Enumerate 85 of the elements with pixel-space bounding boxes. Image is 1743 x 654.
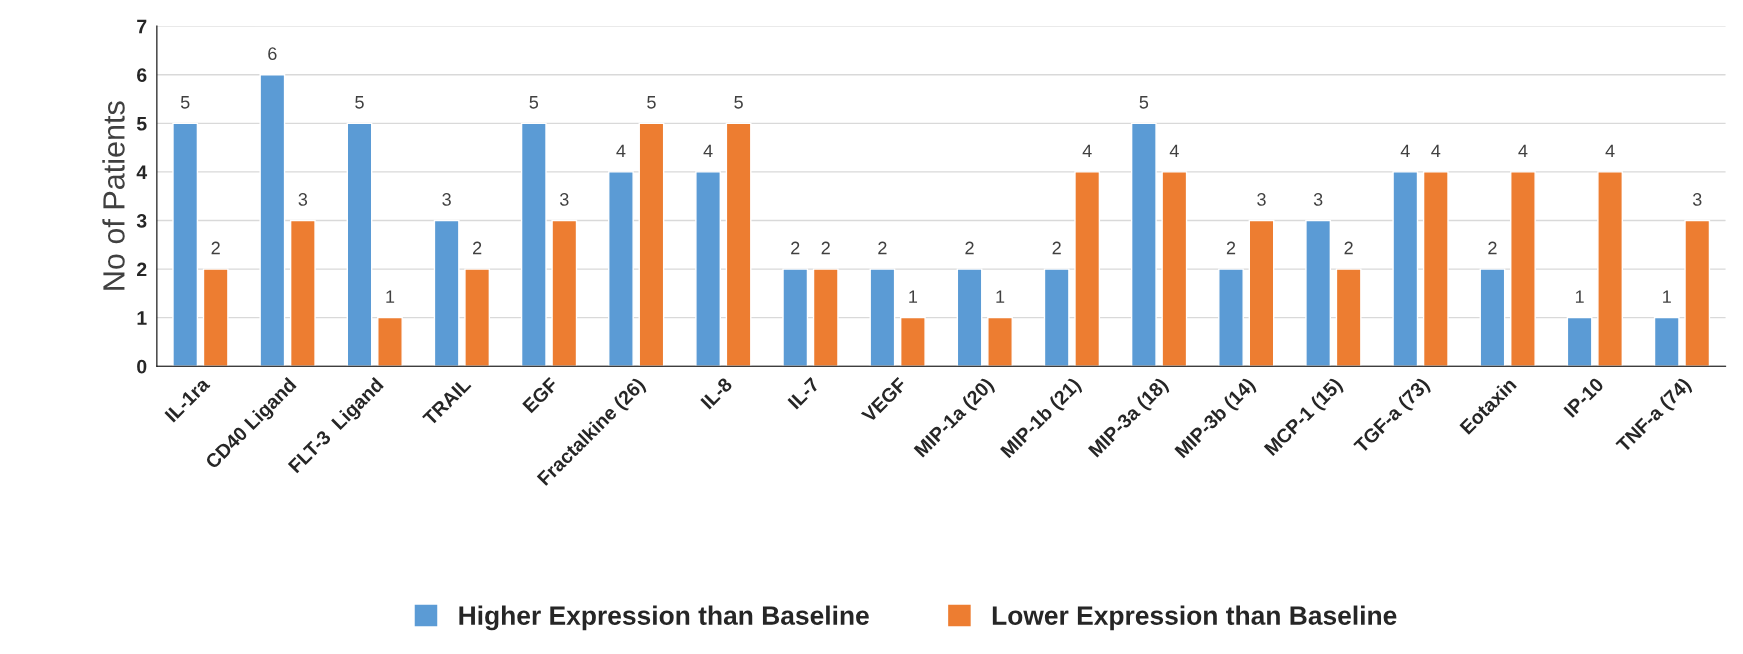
bar xyxy=(1392,171,1419,367)
data-label: 4 xyxy=(1518,144,1528,158)
bar xyxy=(1566,316,1593,367)
y-axis-title: No of Patients xyxy=(102,101,125,290)
y-tick-label: 1 xyxy=(137,311,147,325)
data-label: 2 xyxy=(211,241,220,255)
bar xyxy=(956,268,983,367)
bar xyxy=(695,171,721,367)
bar xyxy=(1684,219,1711,367)
bar xyxy=(1218,268,1244,367)
y-tick-label: 5 xyxy=(136,116,147,131)
data-label: 2 xyxy=(1226,241,1236,255)
bar xyxy=(1510,171,1536,367)
y-tick-label: 0 xyxy=(137,359,147,374)
bar xyxy=(608,171,634,367)
data-label: 1 xyxy=(1575,290,1584,303)
data-label: 1 xyxy=(909,290,918,303)
data-label: 5 xyxy=(734,96,743,109)
data-label: 5 xyxy=(355,96,364,109)
data-label: 5 xyxy=(647,96,656,109)
x-tick-label: IL-8 xyxy=(700,376,734,410)
data-label: 3 xyxy=(559,193,569,206)
bar xyxy=(1479,268,1506,367)
bar xyxy=(900,316,926,367)
bar xyxy=(1653,316,1680,367)
data-label: 4 xyxy=(1431,144,1441,158)
data-label: 2 xyxy=(791,241,800,255)
bar xyxy=(987,316,1013,367)
bar xyxy=(433,219,460,367)
data-label: 3 xyxy=(442,193,451,206)
bar xyxy=(1597,171,1623,367)
y-tick-label: 3 xyxy=(136,213,147,228)
data-label: 6 xyxy=(268,47,277,61)
bar xyxy=(725,122,752,367)
data-label: 4 xyxy=(703,144,713,158)
data-label: 2 xyxy=(965,241,974,255)
legend-label: Lower Expression than Baseline xyxy=(992,605,1397,631)
y-tick-label: 7 xyxy=(137,19,147,34)
data-label: 5 xyxy=(180,96,190,109)
bar xyxy=(1248,219,1275,367)
bar xyxy=(1161,171,1188,367)
bar xyxy=(346,122,373,367)
data-label: 4 xyxy=(1605,144,1615,158)
legend-label: Higher Expression than Baseline xyxy=(459,605,869,631)
bar xyxy=(172,122,199,367)
bar xyxy=(259,74,286,367)
data-label: 4 xyxy=(1400,144,1410,158)
data-label: 4 xyxy=(1169,144,1179,158)
data-label: 2 xyxy=(878,241,887,255)
x-tick-label: IL-7 xyxy=(787,377,820,410)
y-tick-label: 6 xyxy=(137,68,147,82)
bar xyxy=(1335,268,1362,367)
bar xyxy=(869,268,896,367)
bar xyxy=(1422,171,1449,367)
bar xyxy=(551,219,578,367)
data-label: 1 xyxy=(386,290,395,303)
data-label: 2 xyxy=(1488,241,1497,255)
data-label: 2 xyxy=(1052,241,1061,255)
bar xyxy=(1130,122,1157,367)
data-label: 1 xyxy=(1663,290,1671,303)
data-label: 3 xyxy=(298,193,308,206)
bar xyxy=(782,268,809,367)
data-label: 3 xyxy=(1257,193,1266,206)
data-label: 3 xyxy=(1692,193,1702,206)
data-label: 2 xyxy=(1344,241,1353,255)
data-label: 3 xyxy=(1313,193,1323,206)
data-label: 5 xyxy=(529,96,539,109)
bar xyxy=(1043,268,1070,367)
bar xyxy=(812,268,839,367)
bar xyxy=(1074,171,1101,367)
data-label: 2 xyxy=(473,241,482,255)
bar xyxy=(202,268,229,367)
bar xyxy=(289,219,316,367)
bar xyxy=(377,316,403,367)
data-label: 5 xyxy=(1139,96,1149,109)
data-label: 4 xyxy=(1082,144,1092,158)
data-label: 2 xyxy=(821,241,830,255)
y-tick-label: 2 xyxy=(137,262,147,277)
data-label: 1 xyxy=(996,290,1005,303)
bar xyxy=(1305,219,1332,367)
bar xyxy=(520,122,547,367)
bar xyxy=(638,122,665,367)
y-tick-label: 4 xyxy=(136,165,148,179)
data-label: 4 xyxy=(616,144,626,158)
bar xyxy=(464,268,491,367)
